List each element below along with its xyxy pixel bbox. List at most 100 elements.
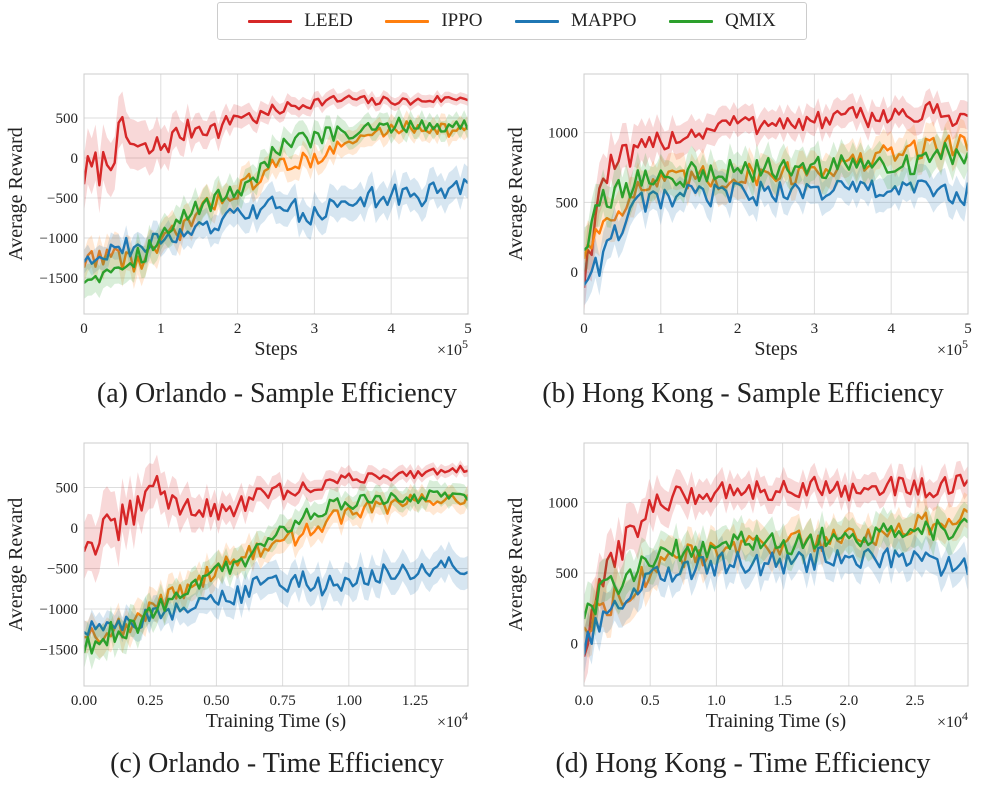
xtick-a-1: 1: [157, 321, 165, 337]
plot-frame-c: [83, 442, 469, 687]
series-group-a: [84, 88, 468, 299]
legend-label-qmix: QMIX: [725, 10, 776, 31]
xtick-b-3: 3: [811, 321, 819, 337]
ytick-d-2: 1000: [548, 495, 578, 511]
xtick-d-2: 1.0: [707, 693, 726, 709]
band-a-qmix: [84, 107, 468, 299]
ytick-c-1: −1000: [40, 602, 78, 618]
ytick-b-0: 0: [571, 265, 579, 281]
ytick-c-2: −500: [47, 562, 78, 578]
line-b-ippo: [584, 133, 968, 260]
band-b-ippo: [584, 118, 968, 284]
ytick-a-3: 0: [71, 151, 79, 167]
legend-item-mappo: MAPPO: [515, 10, 637, 32]
caption-c: (c) Orlando - Time Efficiency: [110, 748, 444, 779]
xtick-d-1: 0.5: [641, 693, 660, 709]
xtick-d-0: 0.0: [575, 693, 594, 709]
line-d-leed: [584, 473, 968, 657]
legend-item-ippo: IPPO: [385, 10, 483, 32]
band-b-qmix: [584, 126, 968, 273]
line-a-qmix: [84, 116, 468, 284]
ytick-c-0: −1500: [40, 643, 78, 659]
line-c-leed: [84, 464, 468, 556]
band-c-mappo: [84, 541, 468, 648]
chart-c: −1500 −1000 −500 0 500 0.00 0.25 0.50 0.75 1.00 1.…: [5, 442, 469, 732]
series-group-d: [584, 460, 968, 685]
chart-a: −1500 −1000 −500 0 500 0 1 2 3 4 5 Steps Average Rew…: [5, 73, 472, 360]
ytick-a-0: −1500: [40, 271, 78, 287]
caption-b: (b) Hong Kong - Sample Efficiency: [542, 378, 944, 409]
legend-line-leed: [248, 19, 293, 23]
xtick-c-4: 1.00: [336, 693, 362, 709]
line-c-mappo: [84, 556, 468, 637]
xtick-b-1: 1: [657, 321, 665, 337]
x-multiplier-a: ×105: [437, 337, 468, 359]
legend-line-mappo: [515, 19, 560, 23]
xtick-c-1: 0.25: [137, 693, 163, 709]
band-a-ippo: [84, 110, 468, 289]
legend: LEED IPPO MAPPO QMIX: [217, 2, 807, 40]
ytick-a-2: −500: [47, 191, 78, 207]
chart-b: 0 500 1000 0 1 2 3 4 5 Steps Average Reward ×105: [505, 73, 972, 360]
x-multiplier-b: ×105: [937, 337, 968, 359]
xtick-c-0: 0.00: [71, 693, 97, 709]
caption-d: (d) Hong Kong - Time Efficiency: [555, 748, 931, 779]
band-b-mappo: [584, 163, 968, 306]
band-b-leed: [584, 88, 968, 314]
x-multiplier-d: ×104: [937, 709, 968, 731]
line-d-qmix: [584, 517, 968, 620]
line-a-leed: [84, 94, 468, 187]
plot-frame-b: [583, 73, 969, 315]
xtick-b-2: 2: [734, 321, 742, 337]
band-d-leed: [584, 460, 968, 685]
legend-item-leed: LEED: [248, 10, 353, 32]
xlabel-a: Steps: [254, 338, 298, 360]
xtick-d-4: 2.0: [839, 693, 858, 709]
ytick-a-1: −1000: [40, 231, 78, 247]
ylabel-d: Average Reward: [505, 498, 527, 631]
xlabel-d: Training Time (s): [706, 710, 846, 732]
legend-item-qmix: QMIX: [669, 10, 776, 32]
xtick-b-0: 0: [580, 321, 588, 337]
series-group-b: [584, 88, 968, 314]
xtick-d-5: 2.5: [906, 693, 925, 709]
ytick-b-2: 1000: [548, 126, 578, 142]
band-d-ippo: [584, 492, 968, 658]
legend-label-leed: LEED: [304, 10, 353, 31]
chart-d: 0 500 1000 0.0 0.5 1.0 1.5 2.0 2.5 Training Time …: [505, 442, 969, 732]
series-group-c: [84, 454, 468, 670]
xtick-a-3: 3: [311, 321, 319, 337]
ylabel-c: Average Reward: [5, 498, 27, 631]
ytick-c-4: 500: [56, 481, 79, 497]
legend-line-ippo: [385, 19, 430, 23]
band-c-qmix: [84, 479, 468, 670]
x-multiplier-c: ×104: [437, 709, 468, 731]
xtick-c-5: 1.25: [402, 693, 428, 709]
plot-frame-d: [583, 442, 969, 687]
ytick-b-1: 500: [556, 195, 579, 211]
legend-line-qmix: [669, 19, 714, 23]
ytick-d-1: 500: [556, 566, 579, 582]
band-c-leed: [84, 454, 468, 583]
xtick-b-5: 5: [964, 321, 972, 337]
ylabel-b: Average Reward: [505, 127, 527, 260]
band-d-mappo: [584, 530, 968, 676]
xtick-d-3: 1.5: [773, 693, 792, 709]
xtick-a-4: 4: [387, 321, 395, 337]
ylabel-a: Average Reward: [5, 127, 27, 260]
caption-a: (a) Orlando - Sample Efficiency: [96, 378, 458, 409]
ytick-c-3: 0: [71, 521, 79, 537]
line-d-mappo: [584, 546, 968, 655]
line-b-qmix: [584, 141, 968, 251]
plot-frame-a: [83, 73, 469, 315]
xtick-a-0: 0: [80, 321, 88, 337]
ytick-d-0: 0: [571, 637, 579, 653]
legend-label-ippo: IPPO: [441, 10, 483, 31]
line-b-mappo: [584, 179, 968, 286]
line-c-qmix: [84, 489, 468, 655]
xtick-a-2: 2: [234, 321, 242, 337]
xlabel-c: Training Time (s): [206, 710, 346, 732]
band-d-qmix: [584, 501, 968, 642]
line-b-leed: [584, 101, 968, 289]
